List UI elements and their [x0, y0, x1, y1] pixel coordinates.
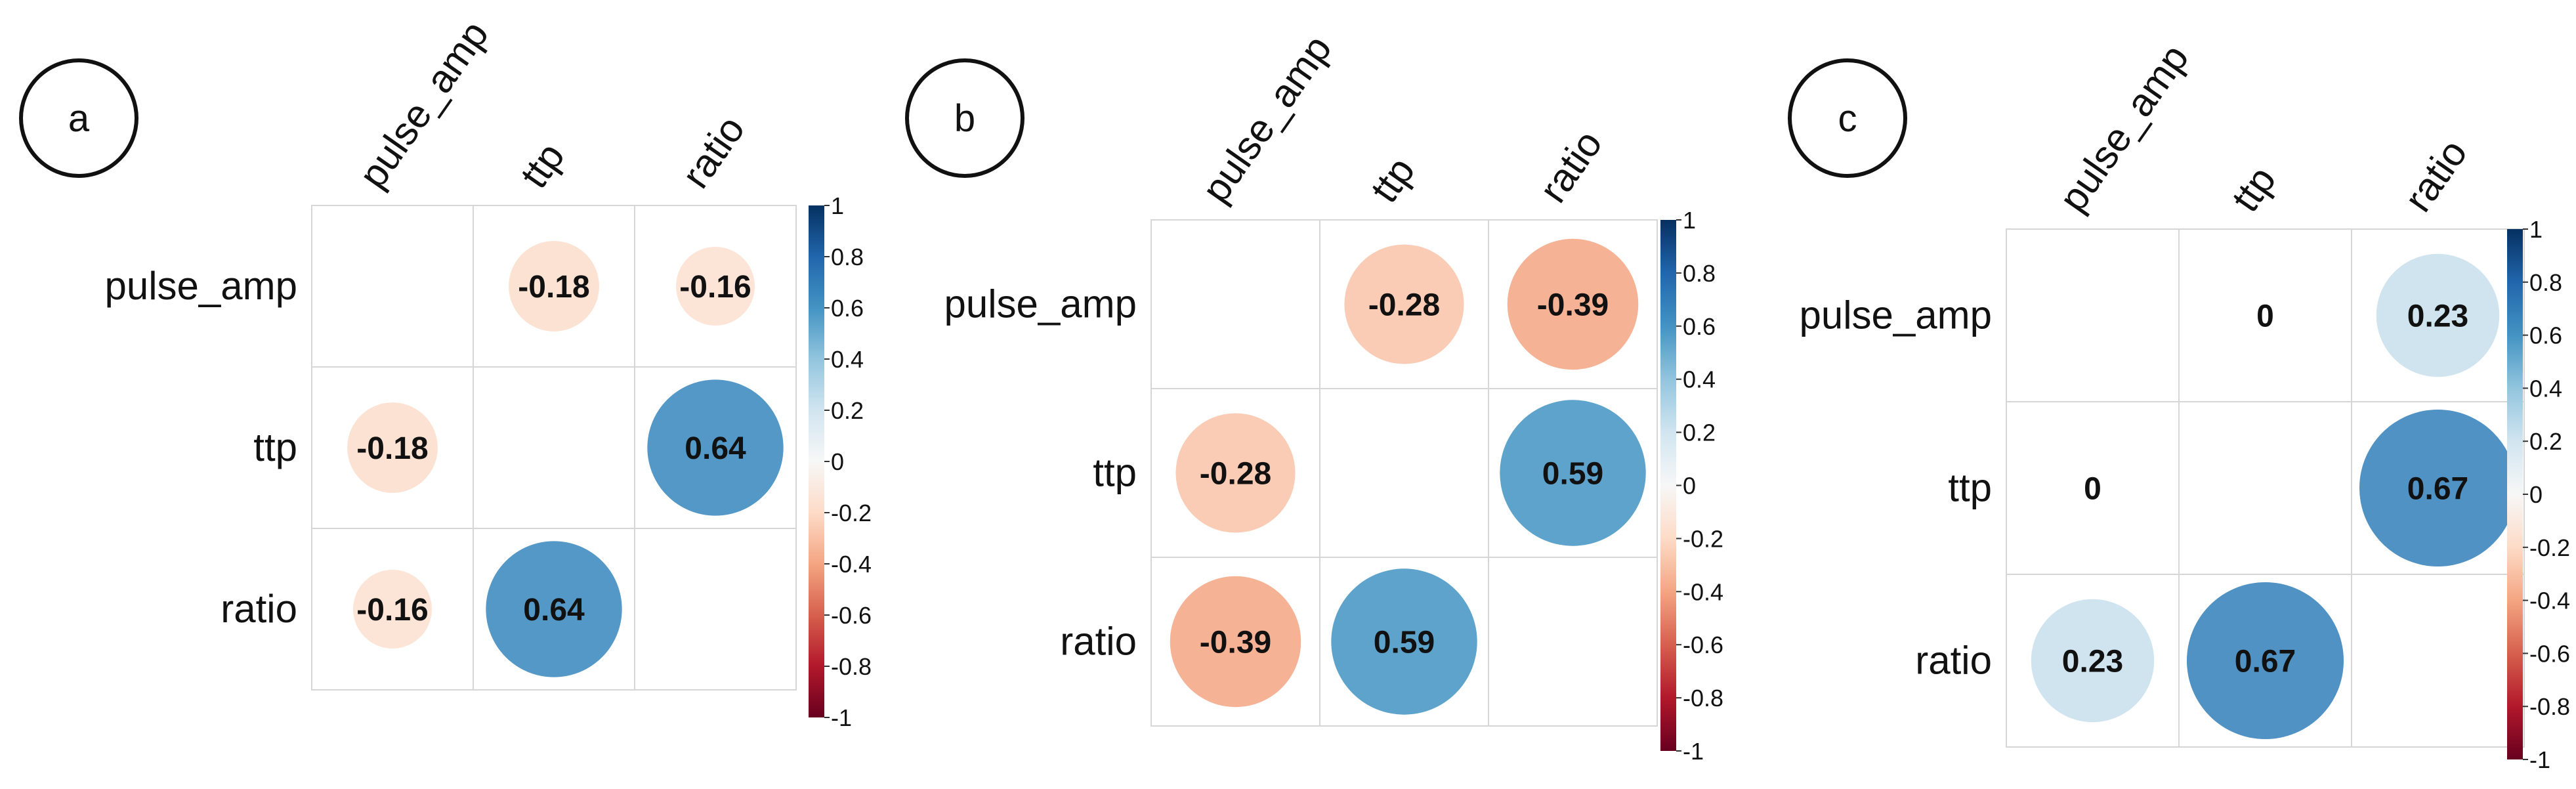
correlation-circle	[2376, 253, 2500, 377]
colorbar-tick-label: -0.8	[1683, 685, 1723, 712]
colorbar-tick-label: -1	[831, 704, 852, 731]
correlation-circle	[2031, 599, 2155, 723]
column-label-pulse_amp: pulse_amp	[2050, 37, 2197, 220]
correlation-circle	[1170, 576, 1301, 708]
colorbar-tick-label: 1	[831, 192, 844, 219]
column-label-ratio: ratio	[673, 108, 753, 196]
colorbar-tick-label: 0.2	[1683, 419, 1716, 446]
colorbar-tick-label: 0.6	[1683, 313, 1716, 340]
colorbar-tick-label: -1	[1683, 738, 1704, 765]
correlation-value-label: -0.18	[518, 270, 589, 305]
colorbar	[2507, 229, 2523, 759]
colorbar-tick-label: 0.2	[831, 397, 864, 424]
correlation-circle	[486, 541, 622, 677]
colorbar	[809, 205, 824, 717]
colorbar-tick-label: -0.2	[2529, 534, 2570, 561]
colorbar-tick-label: 0.8	[1683, 260, 1716, 287]
row-label-pulse_amp: pulse_amp	[1799, 293, 1992, 337]
panel-label: a	[68, 97, 90, 140]
correlation-circle	[2187, 582, 2344, 739]
correlation-value-label: 0.23	[2062, 645, 2123, 679]
correlation-value-label: -0.39	[1200, 626, 1271, 660]
correlation-circle	[347, 402, 438, 493]
row-label-ttp: ttp	[1093, 451, 1137, 495]
colorbar	[1660, 220, 1676, 751]
colorbar-tick-label: -0.8	[2529, 693, 2570, 720]
correlation-value-label: 0.67	[2407, 472, 2468, 507]
colorbar-tick-label: 0.6	[2529, 322, 2562, 349]
panel-label-circle	[19, 58, 138, 178]
colorbar-tick-label: 0	[1683, 473, 1696, 500]
row-label-ratio: ratio	[221, 587, 297, 631]
correlation-circle	[647, 379, 784, 516]
colorbar-tick-label: 0	[2529, 481, 2543, 508]
correlation-value-label: -0.28	[1368, 288, 1440, 323]
correlation-value-label: 0.64	[523, 593, 585, 628]
colorbar-tick-label: -0.6	[831, 602, 872, 629]
correlation-value-label: 0.23	[2407, 299, 2468, 334]
row-label-pulse_amp: pulse_amp	[944, 282, 1137, 326]
correlation-value-label: -0.16	[356, 593, 428, 628]
correlation-value-label: -0.18	[356, 431, 428, 466]
column-label-pulse_amp: pulse_amp	[1193, 28, 1340, 211]
colorbar-tick-label: -0.6	[2529, 640, 2570, 667]
colorbar-tick-label: 0.6	[831, 295, 864, 322]
correlation-circle	[509, 241, 599, 331]
column-label-ratio: ratio	[2396, 131, 2476, 219]
correlation-circle	[1344, 244, 1464, 364]
correlation-circle	[1500, 400, 1646, 546]
colorbar-tick-label: 0.4	[1683, 366, 1716, 393]
colorbar-tick-label: 0.8	[2529, 269, 2562, 296]
correlation-circle	[353, 570, 432, 649]
colorbar-tick-label: -0.4	[831, 551, 872, 578]
correlation-value-label: -0.28	[1200, 457, 1271, 492]
correlation-value-label: 0.64	[685, 431, 746, 466]
column-label-ttp: ttp	[1362, 149, 1423, 210]
colorbar-tick-label: -0.4	[2529, 587, 2570, 614]
column-label-ratio: ratio	[1531, 122, 1611, 210]
colorbar-tick-label: 0.8	[831, 244, 864, 270]
correlation-value-label: 0	[2256, 299, 2274, 334]
correlation-circle	[1507, 238, 1639, 370]
correlation-circle	[1331, 568, 1477, 715]
correlation-value-label: 0.67	[2235, 645, 2296, 679]
colorbar-tick-label: -0.2	[831, 500, 872, 526]
colorbar-tick-label: 1	[1683, 207, 1696, 234]
colorbar-tick-label: 0.2	[2529, 428, 2562, 455]
column-label-pulse_amp: pulse_amp	[350, 13, 497, 196]
colorbar-tick-label: 0.4	[2529, 375, 2562, 402]
panel-label-circle	[1788, 58, 1907, 178]
correlation-value-label: 0.59	[1374, 626, 1435, 660]
row-label-ttp: ttp	[1948, 466, 1992, 510]
correlation-value-label: 0	[2084, 472, 2101, 507]
colorbar-tick-label: -1	[2529, 746, 2550, 773]
row-label-pulse_amp: pulse_amp	[104, 264, 297, 308]
panel-label: c	[1838, 97, 1857, 140]
panel-label: b	[954, 97, 975, 140]
colorbar-tick-label: 0.4	[831, 346, 864, 373]
correlation-circle	[1175, 413, 1296, 533]
row-label-ratio: ratio	[1060, 620, 1137, 664]
column-label-ttp: ttp	[2223, 158, 2284, 219]
row-label-ttp: ttp	[253, 425, 297, 469]
correlation-value-label: 0.59	[1542, 457, 1603, 492]
colorbar-tick-label: 1	[2529, 216, 2543, 243]
column-label-ttp: ttp	[512, 135, 573, 196]
panel-label-circle	[905, 58, 1024, 178]
colorbar-tick-label: -0.8	[831, 653, 872, 680]
correlation-value-label: -0.16	[679, 270, 751, 305]
colorbar-tick-label: -0.2	[1683, 525, 1723, 552]
correlation-value-label: -0.39	[1537, 288, 1609, 323]
colorbar-tick-label: -0.4	[1683, 578, 1723, 605]
correlation-circle	[676, 247, 755, 326]
correlation-circle	[2359, 410, 2516, 566]
colorbar-tick-label: -0.6	[1683, 631, 1723, 658]
colorbar-tick-label: 0	[831, 448, 844, 475]
row-label-ratio: ratio	[1915, 639, 1992, 683]
